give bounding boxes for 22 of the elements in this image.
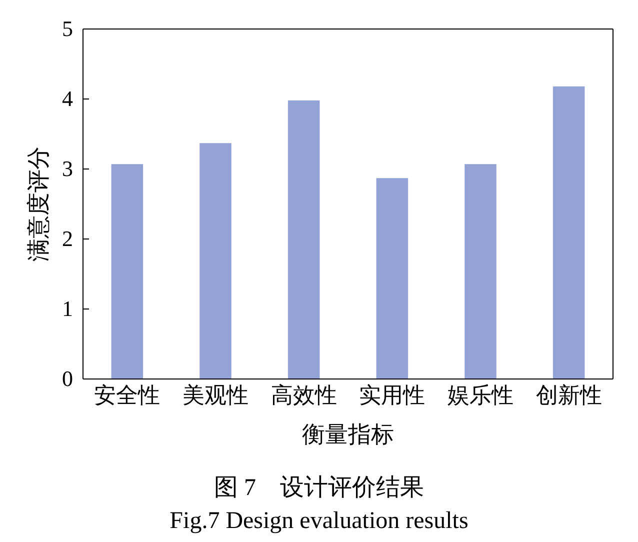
bar (200, 143, 232, 379)
text: 图 7 设计评价结果 (214, 475, 424, 501)
bar (288, 100, 320, 379)
y-axis-title: 满意度评分 (26, 146, 51, 262)
bar (376, 178, 408, 379)
x-tick-label: 娱乐性 (448, 382, 514, 408)
text: Fig.7 Design evaluation results (170, 508, 468, 534)
bar (464, 164, 496, 379)
x-tick-label: 创新性 (536, 382, 602, 408)
y-tick-label: 2 (62, 226, 73, 252)
x-axis-title: 衡量指标 (302, 422, 394, 447)
y-tick-label: 4 (62, 86, 73, 112)
x-tick-label: 实用性 (359, 382, 426, 408)
bar (111, 164, 144, 379)
y-tick-label: 1 (62, 296, 73, 322)
y-tick-label: 5 (62, 16, 73, 42)
bar (552, 86, 585, 379)
y-tick-label: 3 (62, 156, 73, 182)
x-tick-label: 美观性 (182, 382, 248, 408)
y-tick-label: 0 (62, 366, 73, 392)
x-tick-label: 安全性 (94, 382, 160, 408)
x-tick-label: 高效性 (270, 382, 337, 408)
